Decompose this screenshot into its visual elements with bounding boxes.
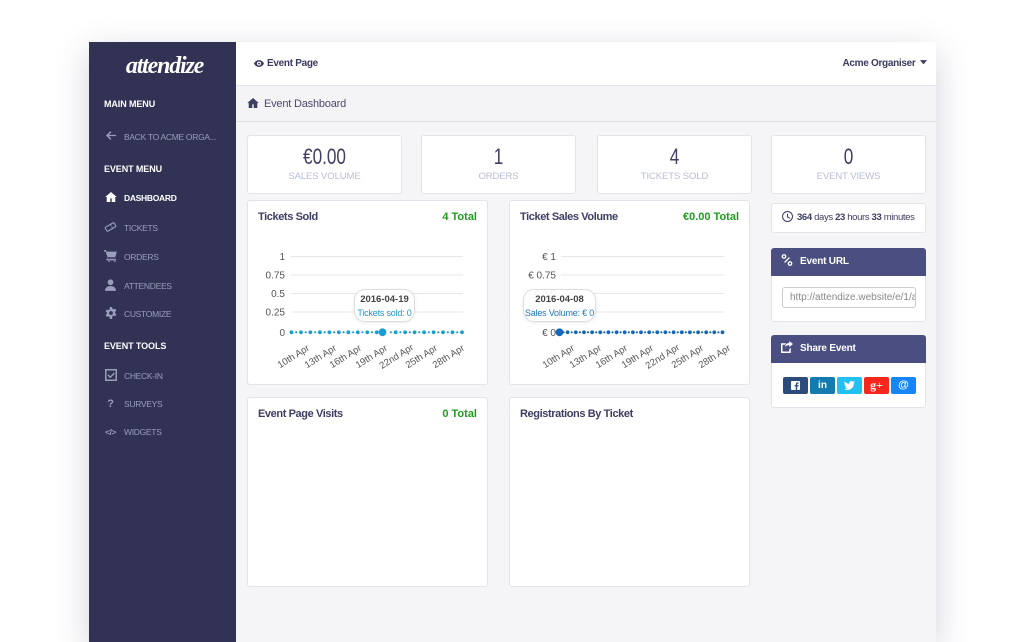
svg-text:0.25: 0.25: [266, 308, 286, 319]
svg-text:1: 1: [279, 252, 285, 263]
svg-text:0.5: 0.5: [271, 289, 285, 300]
svg-text:€ 0.75: € 0.75: [528, 271, 556, 282]
svg-text:€ 0: € 0: [542, 328, 556, 339]
svg-text:0.75: 0.75: [266, 271, 286, 282]
svg-text:0: 0: [279, 328, 285, 339]
svg-text:€ 1: € 1: [542, 252, 556, 263]
